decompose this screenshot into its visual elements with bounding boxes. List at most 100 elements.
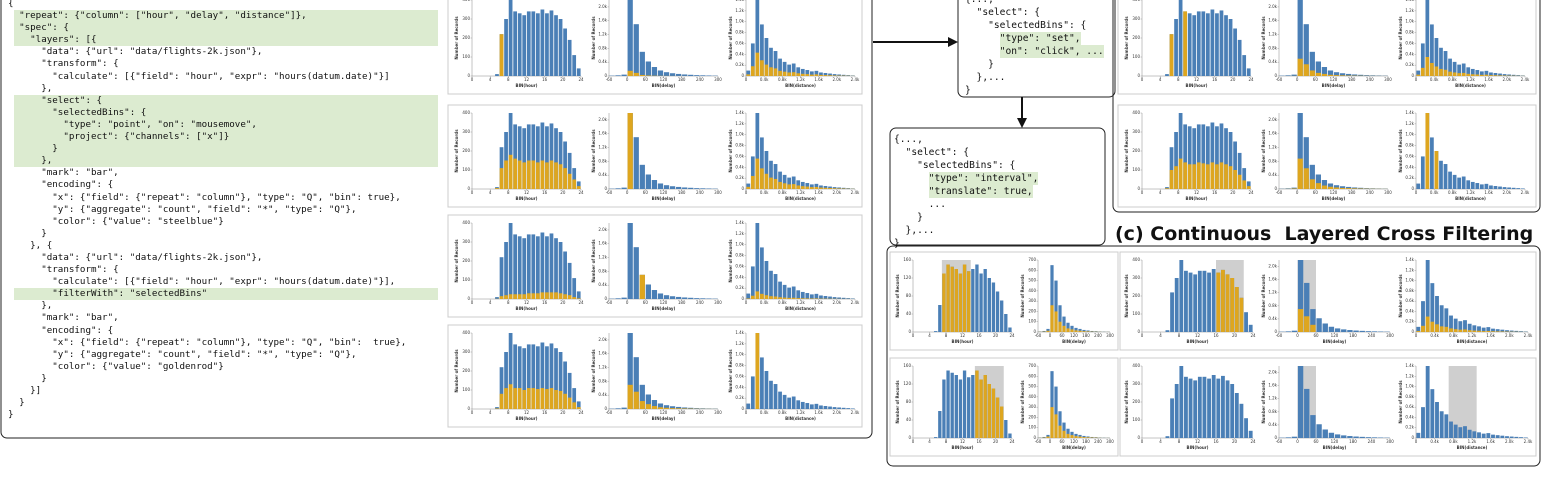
bar (1479, 71, 1484, 76)
x-tick-label: 2.0k (832, 410, 841, 415)
bar (1246, 68, 1251, 76)
bar (639, 51, 645, 76)
bar (746, 183, 751, 189)
filtered-bar (1228, 166, 1233, 189)
bar (563, 361, 567, 409)
bar (832, 407, 837, 409)
bar (1074, 327, 1078, 332)
bar (517, 126, 522, 189)
bar (791, 286, 796, 299)
bar (828, 296, 832, 299)
bar (1371, 437, 1378, 438)
bar (1505, 436, 1509, 438)
filtered-bar (508, 384, 513, 409)
bar (1228, 19, 1233, 76)
y-tick-label: 0 (1137, 73, 1140, 78)
bar (1457, 64, 1462, 76)
bar (1004, 420, 1008, 438)
bar (1479, 184, 1484, 189)
filtered-bar (558, 293, 563, 299)
y-tick-label: 1.2k (598, 32, 607, 37)
filtered-bar (1453, 329, 1458, 332)
bar (967, 377, 971, 438)
x-tick-label: 1.6k (814, 77, 823, 82)
filtered-bar (531, 388, 536, 409)
filtered-bar (1443, 69, 1448, 76)
bar (563, 251, 567, 299)
bar (639, 164, 645, 189)
x-tick-label: 0.8k (1448, 190, 1457, 195)
bar (1188, 378, 1193, 438)
filtered-bar (554, 162, 558, 189)
snippet-frame (889, 127, 1106, 246)
bar (1472, 431, 1477, 438)
x-tick-label: 2.0k (1505, 333, 1514, 338)
y-tick-label: 1.6k (598, 18, 607, 23)
bar (814, 293, 819, 299)
bar (1038, 331, 1042, 332)
bar (805, 403, 810, 409)
bar (700, 408, 706, 409)
x-tick-label: 0.4k (1430, 190, 1439, 195)
snippet-frame (957, 0, 1116, 98)
y-tick-label: 200 (1132, 148, 1140, 153)
filtered-bar (773, 68, 778, 76)
bar (545, 236, 549, 299)
filtered-bar (1078, 330, 1082, 332)
y-tick-label: 1.4k (1405, 363, 1414, 368)
y-tick-label: 200 (462, 148, 470, 153)
y-tick-label: 200 (1132, 35, 1140, 40)
bar (676, 406, 682, 409)
y-tick-label: 0 (741, 186, 744, 191)
filtered-bar (1466, 73, 1471, 76)
bar (1341, 435, 1347, 438)
filtered-bar (954, 269, 958, 332)
x-tick-label: 20 (1230, 190, 1236, 195)
y-tick-label: 0.6k (735, 373, 744, 378)
x-tick-label: 0 (745, 190, 748, 195)
x-tick-label: 120 (660, 300, 668, 305)
bar (526, 234, 531, 299)
filtered-bar (531, 160, 536, 189)
x-tick-label: 4 (1159, 77, 1162, 82)
y-tick-label: 1.2k (735, 121, 744, 126)
bar (1376, 75, 1382, 76)
x-tick-label: 60 (643, 77, 649, 82)
bar (1364, 75, 1370, 76)
bar (1090, 330, 1094, 332)
filtered-bar (778, 70, 782, 76)
frames (0, 0, 1541, 467)
filtered-bar (1050, 305, 1054, 332)
x-axis-title: BIN(delay) (652, 416, 676, 421)
filtered-bar (796, 298, 801, 299)
bar (942, 379, 946, 438)
bar (651, 290, 658, 299)
bar (796, 67, 801, 76)
code-line: "y": {"aggregate": "count", "field": "*"… (8, 348, 357, 360)
filtered-bar (1463, 329, 1467, 332)
y-axis-title: Number of Records (1020, 274, 1025, 318)
bar (1439, 160, 1443, 189)
code-line: },... (965, 72, 1006, 83)
bar (1174, 278, 1179, 332)
row-frame (447, 0, 863, 95)
x-axis-title: BIN(hour) (1186, 83, 1208, 88)
filtered-bar (1484, 74, 1489, 76)
bar (773, 384, 778, 409)
filtered-bar (950, 266, 954, 332)
y-tick-label: 1.0k (1405, 278, 1414, 283)
bar (1196, 124, 1201, 189)
y-tick-label: 0.8k (1405, 288, 1414, 293)
y-tick-label: 0 (1137, 329, 1140, 334)
y-tick-label: 1.0k (1405, 132, 1414, 137)
bar (663, 405, 670, 409)
filtered-bar (764, 173, 769, 189)
x-tick-label: 8 (507, 190, 510, 195)
bar (1082, 329, 1086, 332)
brush (1448, 366, 1477, 438)
x-tick-label: 8 (1177, 190, 1180, 195)
bar (621, 297, 627, 299)
filtered-bar (1333, 187, 1340, 189)
bar (526, 11, 531, 76)
bar (1304, 282, 1310, 332)
